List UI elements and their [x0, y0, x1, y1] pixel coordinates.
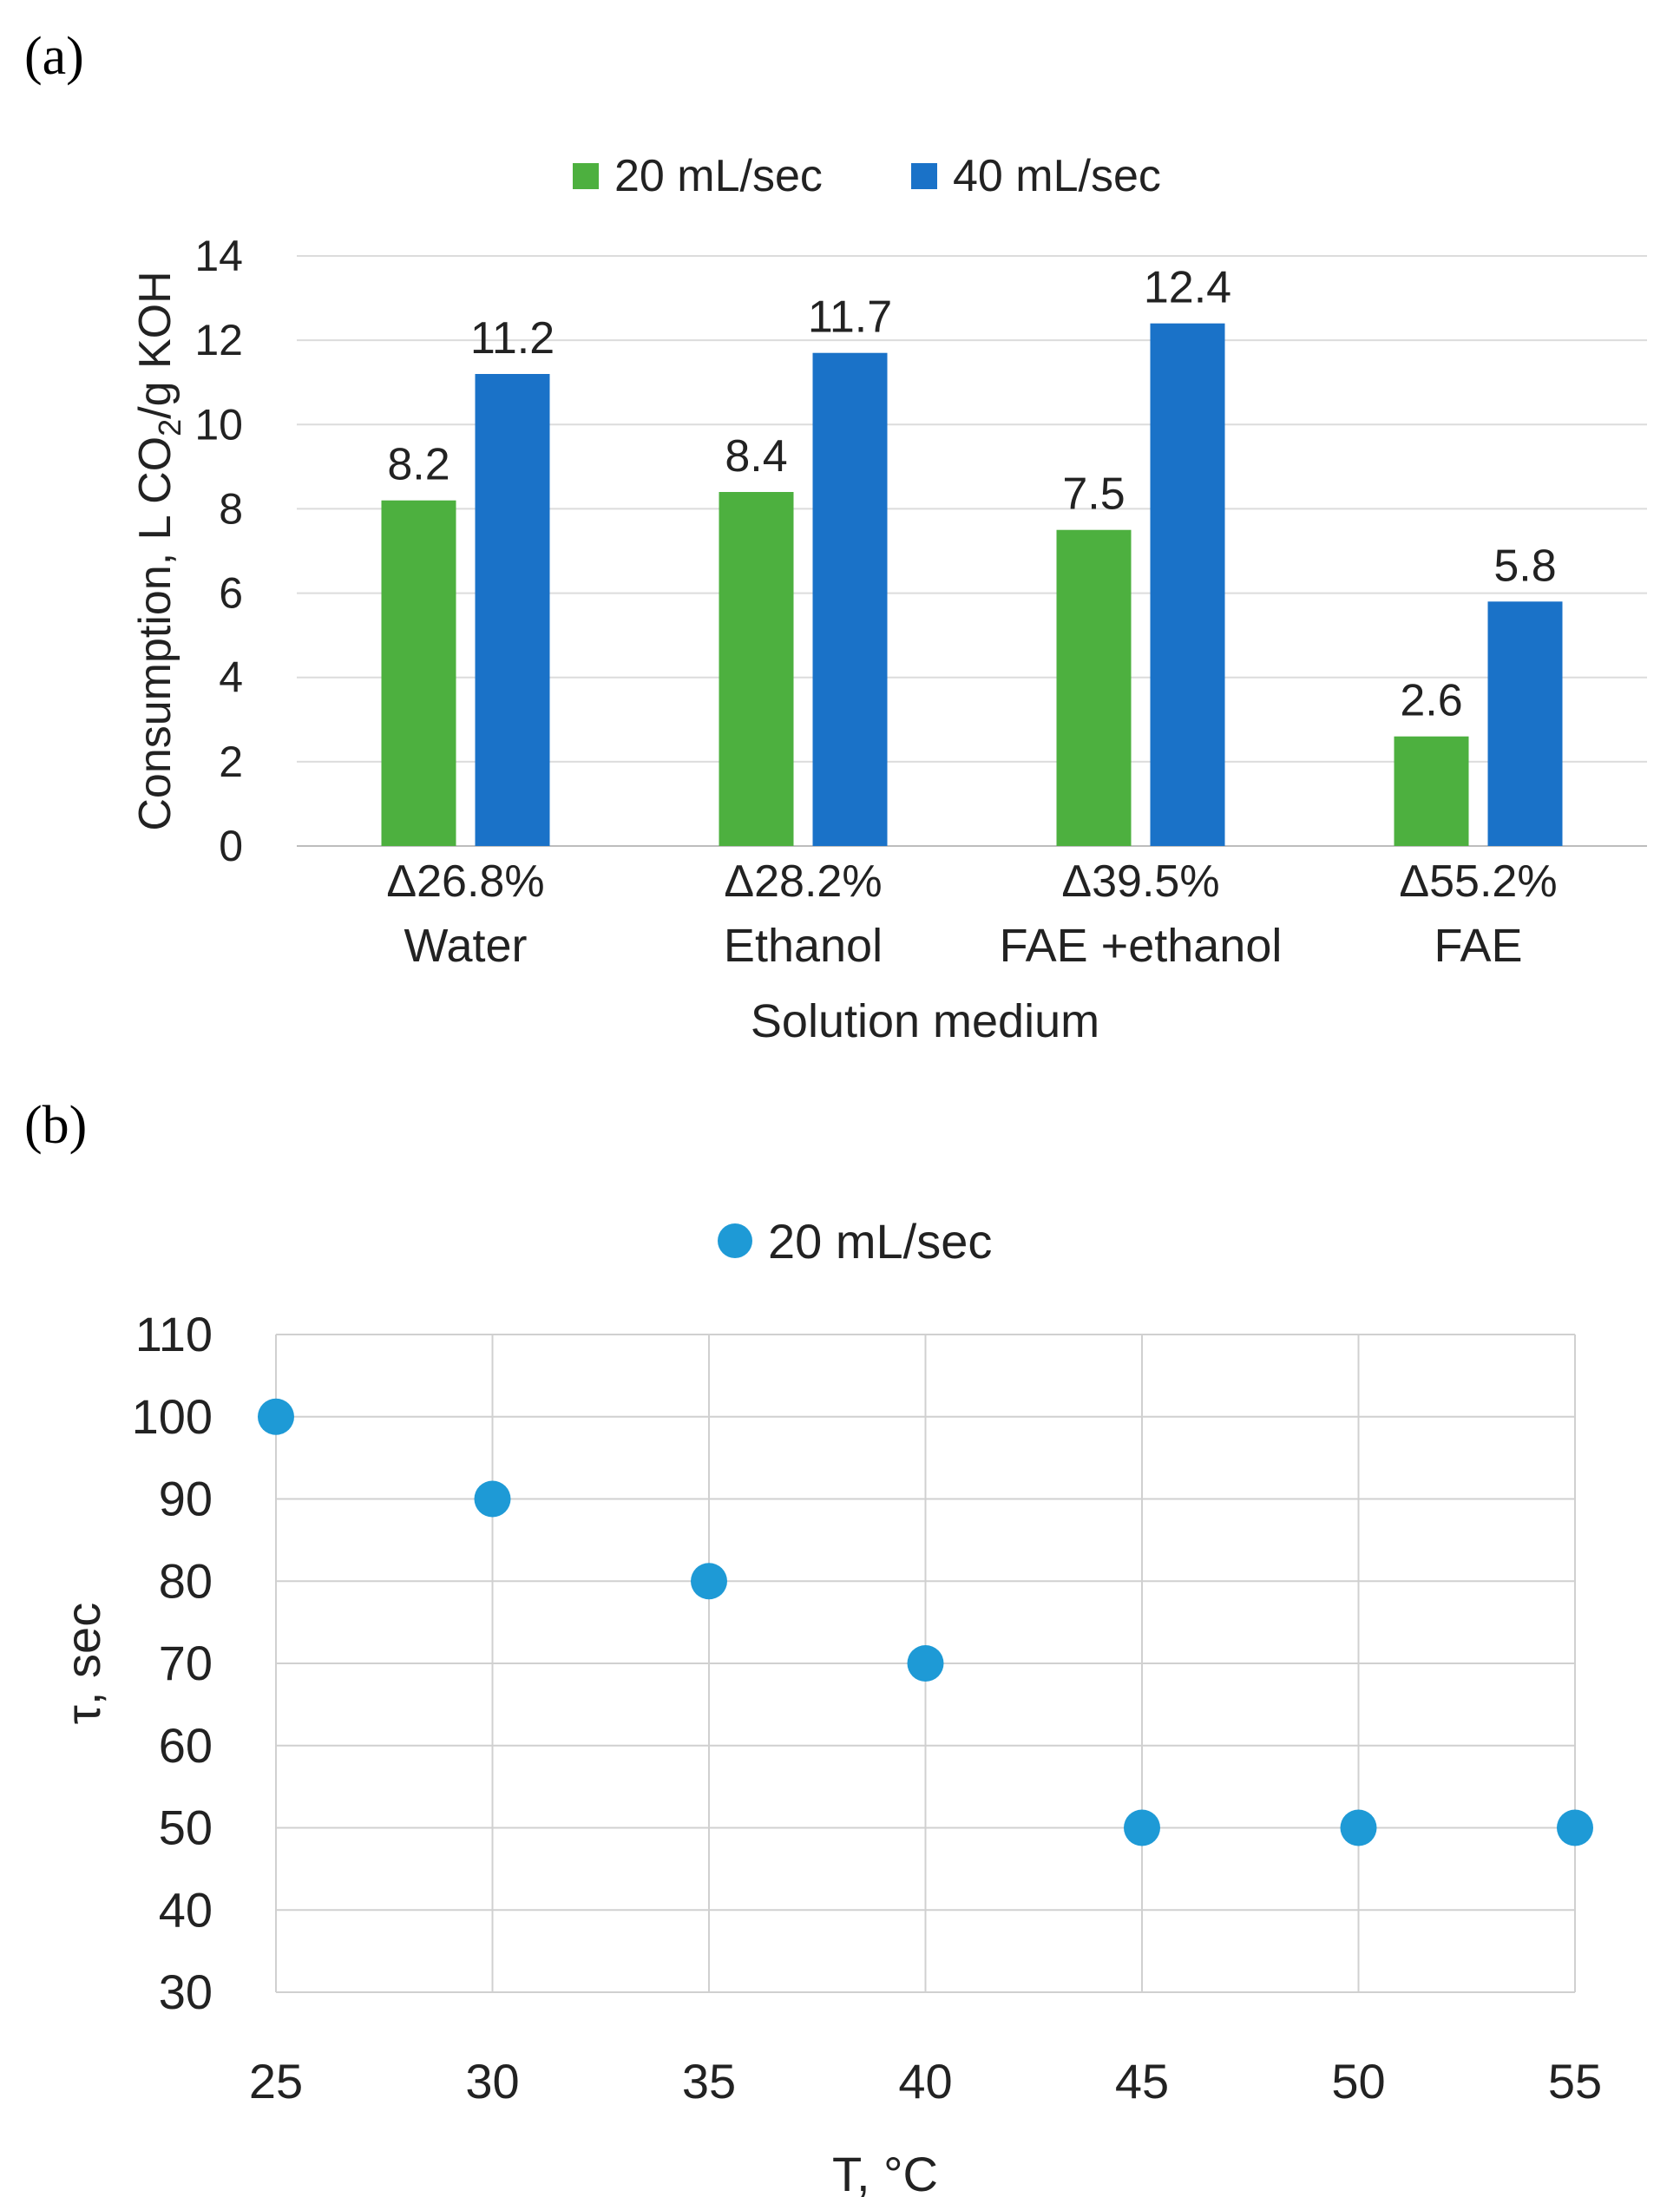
bar-chart-consumption: 0 2 4 6 8 10 12 14 20 mL/sec 40 mL/sec 8.2 11.2 Δ26.…: [130, 151, 1647, 1047]
x-category-label: Water: [404, 920, 527, 972]
x-tick-label: 50: [1331, 2054, 1385, 2108]
y-tick-label: 70: [159, 1636, 213, 1690]
bar-value-label: 11.2: [470, 313, 555, 364]
x-tick-label: 45: [1115, 2054, 1169, 2108]
category-delta-label: Δ26.8%: [386, 856, 544, 907]
y-axis-title-part: /g KOH: [130, 271, 180, 419]
legend-marker: [718, 1223, 752, 1258]
x-tick-label: 35: [682, 2054, 736, 2108]
y-tick-label: 90: [159, 1472, 213, 1526]
bar: [1150, 323, 1225, 846]
y-tick-label: 8: [219, 484, 243, 533]
x-tick-label: 30: [465, 2054, 519, 2108]
bar: [1487, 601, 1563, 846]
scatter-point: [258, 1398, 294, 1435]
bar-value-label: 2.6: [1400, 676, 1462, 726]
y-axis-title-part: Consumption, L CO: [130, 436, 180, 831]
x-axis-title: T, °C: [832, 2147, 938, 2197]
y-tick-label: 50: [159, 1800, 213, 1855]
scatter-point: [1124, 1809, 1160, 1846]
legend-label: 20 mL/sec: [614, 151, 823, 201]
bar: [475, 374, 550, 846]
x-tick-label: 40: [898, 2054, 952, 2108]
legend-swatch: [573, 163, 599, 189]
bar: [1056, 529, 1132, 846]
y-tick-label: 80: [159, 1553, 213, 1608]
scatter-point: [474, 1480, 511, 1518]
x-tick-label: 55: [1548, 2054, 1602, 2108]
y-tick-label: 12: [194, 316, 243, 364]
bar-value-label: 11.7: [808, 292, 892, 343]
x-tick-label: 25: [249, 2054, 303, 2108]
y-tick-label: 40: [159, 1882, 213, 1937]
category-delta-label: Δ28.2%: [724, 856, 882, 907]
x-category-label: Ethanol: [724, 920, 883, 972]
category-delta-label: Δ39.5%: [1061, 856, 1219, 907]
legend-label: 20 mL/sec: [768, 1214, 992, 1269]
bar-value-label: 8.2: [387, 440, 450, 490]
bar: [1394, 736, 1469, 846]
y-tick-label: 60: [159, 1718, 213, 1773]
x-category-label: FAE +ethanol: [1000, 920, 1283, 972]
y-tick-label: 14: [194, 232, 243, 280]
y-tick-label: 4: [219, 653, 243, 702]
scatter-point: [1557, 1809, 1593, 1846]
legend-label: 40 mL/sec: [953, 151, 1161, 201]
y-axis-title: τ, sec: [56, 1603, 110, 1724]
bar: [719, 492, 794, 846]
bar: [812, 352, 888, 846]
y-tick-label: 110: [135, 1307, 213, 1361]
bar-value-label: 7.5: [1062, 469, 1125, 520]
y-tick-label: 100: [132, 1389, 213, 1444]
panel-a-label: (a): [24, 27, 84, 86]
bar: [381, 500, 456, 846]
x-category-label: FAE: [1434, 920, 1522, 972]
category-delta-label: Δ55.2%: [1399, 856, 1557, 907]
y-tick-label: 2: [219, 738, 243, 786]
bar-value-label: 12.4: [1144, 263, 1231, 313]
y-tick-label: 30: [159, 1964, 213, 2019]
scatter-point: [1340, 1809, 1377, 1846]
legend-swatch: [911, 163, 937, 189]
scatter-point: [907, 1645, 944, 1682]
bar-value-label: 5.8: [1493, 541, 1556, 591]
y-tick-label: 10: [194, 400, 243, 449]
x-axis-title: Solution medium: [751, 995, 1099, 1047]
scatter-point: [691, 1563, 727, 1600]
panel-b-label: (b): [24, 1096, 88, 1155]
y-tick-label: 0: [219, 822, 243, 870]
y-axis-title-subscript: 2: [152, 419, 187, 436]
bar-value-label: 8.4: [725, 431, 787, 482]
y-tick-label: 6: [219, 569, 243, 618]
y-axis-title: Consumption, L CO2/g KOH: [130, 271, 187, 830]
